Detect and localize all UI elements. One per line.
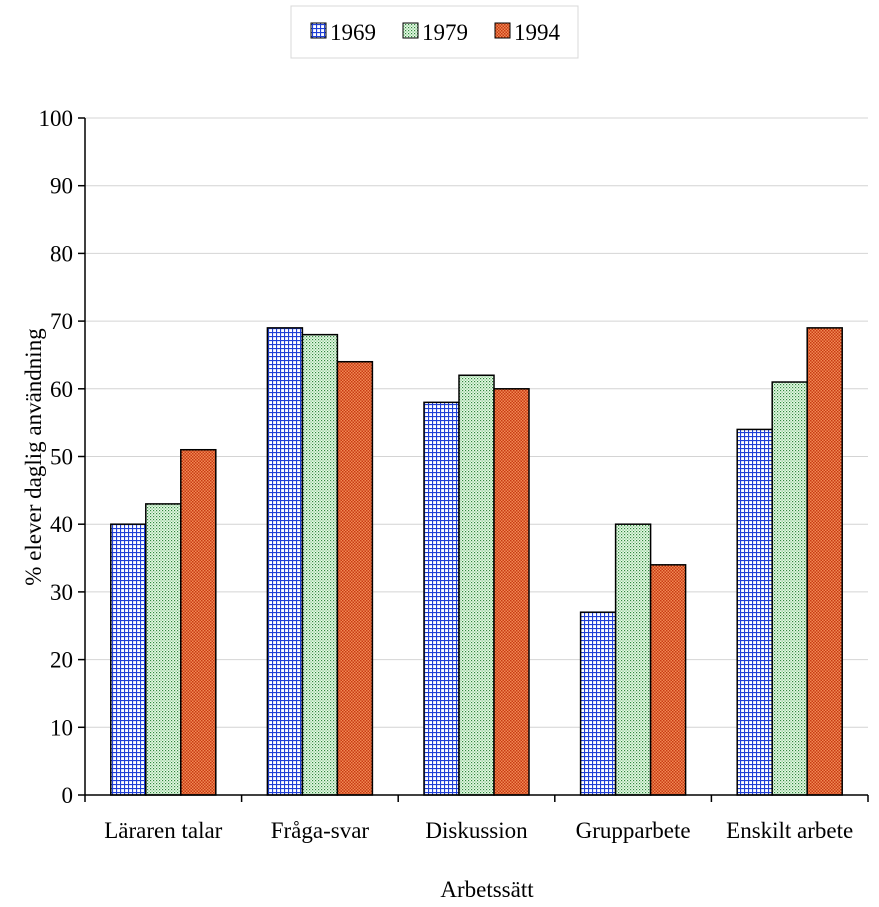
y-tick-label: 70 [50, 309, 73, 334]
bar-1994 [336, 360, 374, 796]
y-tick-label: 50 [50, 445, 73, 470]
legend-label-1994: 1994 [514, 20, 561, 45]
bar-1994 [806, 327, 843, 796]
axes: 0 10 20 30 40 50 60 70 80 90 100 Läraren talar Fråga… [39, 106, 869, 843]
y-tick-label: 60 [50, 377, 73, 402]
legend: 1969 1979 1994 [290, 5, 579, 59]
bar-1969 [110, 523, 147, 796]
legend-label-1979: 1979 [422, 20, 468, 45]
bar-1994 [180, 448, 217, 796]
y-tick-label: 20 [50, 648, 73, 673]
bar-1979 [145, 503, 182, 796]
bar-1969 [736, 428, 773, 796]
bar-1969 [579, 611, 617, 796]
bar-1994 [649, 564, 687, 796]
bar-1994 [493, 388, 530, 796]
legend-swatch-1979 [402, 22, 419, 39]
bar-1979 [458, 374, 495, 796]
bar-1979 [614, 523, 652, 796]
x-tick-label: Läraren talar [104, 818, 222, 843]
bar-1979 [771, 381, 808, 796]
x-tick-label: Enskilt arbete [726, 818, 853, 843]
y-tick-label: 80 [50, 241, 73, 266]
y-tick-label: 10 [50, 715, 73, 740]
y-axis-label: % elever daglig användning [21, 328, 46, 586]
x-tick-label: Fråga-svar [271, 818, 370, 843]
y-tick-label: 90 [50, 174, 73, 199]
legend-swatch-1969 [310, 22, 327, 39]
bar-1969 [266, 327, 304, 796]
y-tick-label: 40 [50, 512, 73, 537]
bars [110, 327, 843, 796]
y-tick-label: 0 [62, 783, 74, 808]
y-tick-label: 30 [50, 580, 73, 605]
legend-swatch-1994 [494, 22, 511, 39]
x-tick-label: Grupparbete [576, 818, 691, 843]
x-axis-label: Arbetssätt [440, 877, 534, 902]
y-tick-label: 100 [39, 106, 74, 131]
bar-1979 [301, 333, 339, 796]
x-tick-label: Diskussion [425, 818, 528, 843]
legend-box [290, 5, 579, 59]
bar-1969 [423, 401, 460, 796]
legend-label-1969: 1969 [330, 20, 376, 45]
